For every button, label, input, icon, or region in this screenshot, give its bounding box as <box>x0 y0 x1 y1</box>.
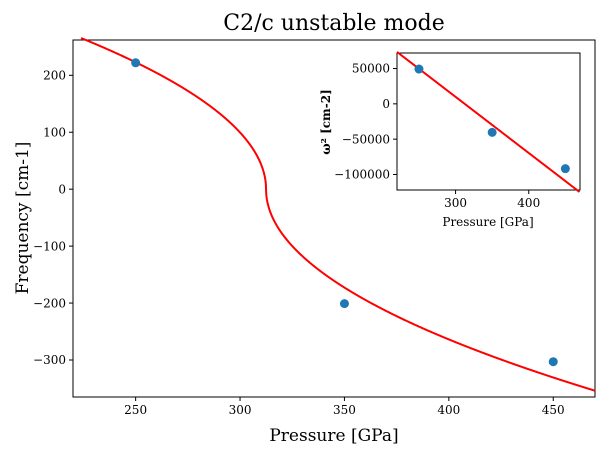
main-x-tick-label: 300 <box>229 403 252 417</box>
main-fit-line <box>80 37 596 392</box>
inset-fit-line <box>396 51 581 193</box>
main-title: C2/c unstable mode <box>223 11 444 36</box>
inset-x-axis: 300 400 <box>444 190 540 210</box>
inset-data-point <box>414 64 424 74</box>
main-data-point <box>548 357 558 367</box>
main-data-point <box>339 299 349 309</box>
main-plot-frame <box>72 39 596 398</box>
inset-x-label: Pressure [GPa] <box>442 215 533 229</box>
inset-data-points <box>414 64 570 174</box>
main-data-point <box>131 58 141 68</box>
main-y-axis: 200 100 0 −100 −200 −300 <box>33 69 73 367</box>
inset-x-tick-label: 400 <box>517 196 540 210</box>
inset-y-label: ω² [cm-2] <box>319 89 333 155</box>
main-y-label: Frequency [cm-1] <box>13 142 33 295</box>
main-x-tick-label: 250 <box>124 403 147 417</box>
main-x-axis: 250 300 350 400 450 <box>124 397 565 417</box>
inset-chart: 300 400 50000 0 −50000 −100000 Pressure [GPa… <box>319 51 581 229</box>
main-y-tick-label: 0 <box>58 182 66 196</box>
inset-x-tick-label: 300 <box>444 196 467 210</box>
main-x-tick-label: 350 <box>333 403 356 417</box>
inset-y-axis: 50000 0 −50000 −100000 <box>334 62 397 182</box>
main-y-tick-label: −300 <box>33 353 66 367</box>
inset-data-point <box>487 127 497 137</box>
inset-y-tick-label: −50000 <box>342 132 390 146</box>
inset-y-tick-label: 0 <box>382 97 390 111</box>
main-y-tick-label: 100 <box>43 125 66 139</box>
inset-y-tick-label: 50000 <box>352 62 390 76</box>
main-y-tick-label: −200 <box>33 296 66 310</box>
main-y-tick-label: −100 <box>33 239 66 253</box>
main-y-tick-label: 200 <box>43 69 66 83</box>
main-x-tick-label: 400 <box>437 403 460 417</box>
main-x-label: Pressure [GPa] <box>269 426 398 446</box>
main-x-tick-label: 450 <box>542 403 565 417</box>
inset-y-tick-label: −100000 <box>334 168 390 182</box>
main-chart: C2/c unstable mode 250 300 350 400 450 200 10… <box>13 11 596 446</box>
inset-data-point <box>560 164 570 174</box>
main-data-points <box>131 58 558 367</box>
